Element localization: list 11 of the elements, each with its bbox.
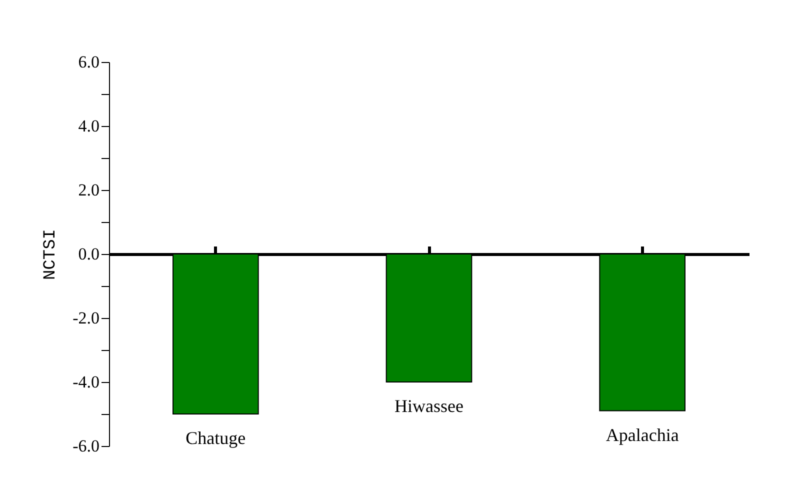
x-tick-label: Apalachia xyxy=(606,424,679,445)
x-tick-label: Hiwassee xyxy=(394,396,464,416)
y-tick-label: -4.0 xyxy=(72,372,100,392)
y-axis-title: NCTSI xyxy=(42,228,61,280)
y-tick-label: 0.0 xyxy=(78,244,100,264)
y-tick-label: -2.0 xyxy=(72,308,100,328)
x-tick-label: Chatuge xyxy=(186,428,246,448)
y-tick-label: 4.0 xyxy=(78,116,100,136)
y-tick-label: 6.0 xyxy=(78,52,100,72)
y-tick-label: -6.0 xyxy=(72,436,100,456)
y-tick-label: 2.0 xyxy=(78,180,100,200)
